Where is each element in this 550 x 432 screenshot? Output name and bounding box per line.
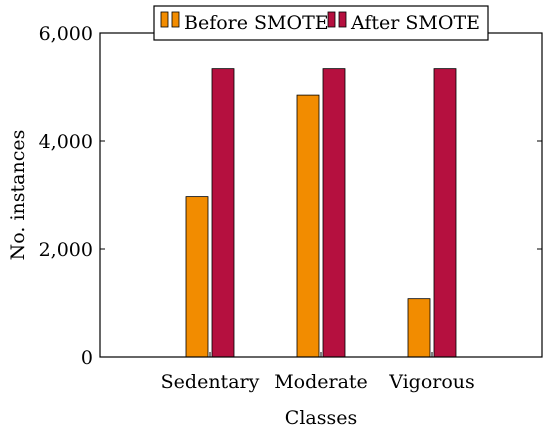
y-tick-label: 2,000 xyxy=(39,239,93,261)
x-tick-label-sedentary: Sedentary xyxy=(161,371,260,393)
x-axis-label: Classes xyxy=(285,407,357,429)
legend-swatch-after-smote xyxy=(327,11,336,28)
bar-after-smote-moderate xyxy=(322,68,346,358)
bar-before-smote-vigorous xyxy=(407,298,431,358)
bar-after-smote-vigorous xyxy=(433,68,457,358)
x-tick-label-moderate: Moderate xyxy=(274,371,368,393)
legend-swatch-after-smote xyxy=(338,11,347,28)
y-tick-label: 6,000 xyxy=(39,23,93,45)
bar-before-smote-sedentary xyxy=(185,196,209,358)
legend-box xyxy=(153,5,489,41)
x-axis: Sedentary Moderate Vigorous xyxy=(161,33,475,393)
legend-swatch-before-smote xyxy=(160,11,169,28)
y-tick-label: 4,000 xyxy=(39,131,93,153)
legend-label-after-smote: After SMOTE xyxy=(350,12,480,34)
plot-frame xyxy=(99,32,543,358)
y-axis-label: No. instances xyxy=(7,130,29,261)
y-tick-label: 0 xyxy=(81,347,93,369)
x-tick-label-vigorous: Vigorous xyxy=(388,371,475,393)
bars-group xyxy=(185,68,457,358)
bar-after-smote-sedentary xyxy=(211,68,235,358)
y-axis: 0 2,000 4,000 6,000 xyxy=(39,23,542,369)
legend: Before SMOTE After SMOTE xyxy=(153,5,489,41)
bar-before-smote-moderate xyxy=(296,94,320,358)
legend-swatch-before-smote xyxy=(171,11,180,28)
legend-label-before-smote: Before SMOTE xyxy=(184,12,329,34)
